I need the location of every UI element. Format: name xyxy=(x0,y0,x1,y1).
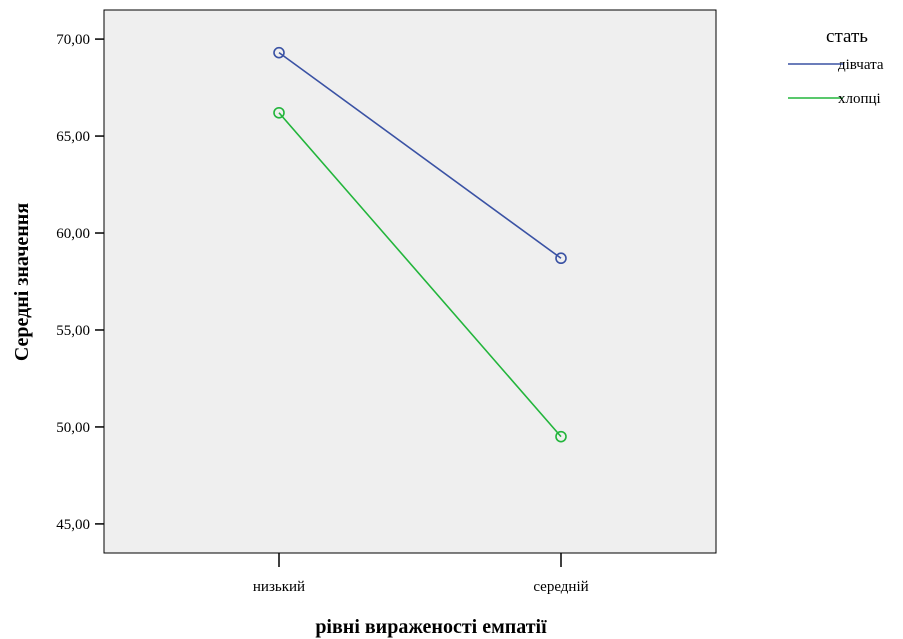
y-axis: 45,00 50,00 55,00 60,00 65,00 70,00 xyxy=(56,32,104,533)
y-tick-label: 55,00 xyxy=(56,323,90,339)
x-tick-label: середній xyxy=(533,579,588,595)
plot-area xyxy=(103,9,717,554)
y-tick-label: 50,00 xyxy=(56,420,90,436)
y-tick-label: 60,00 xyxy=(56,226,90,242)
series-line-0 xyxy=(278,52,562,259)
legend-label: дівчата xyxy=(838,57,884,73)
legend-label: хлопці xyxy=(838,91,881,107)
y-tick-label: 45,00 xyxy=(56,517,90,533)
legend: стать дівчата хлопці xyxy=(788,26,884,107)
data-point xyxy=(555,430,567,443)
data-point xyxy=(555,252,567,265)
legend-title: стать xyxy=(826,26,868,47)
data-point xyxy=(273,106,285,119)
y-tick-label: 70,00 xyxy=(56,32,90,48)
data-point xyxy=(273,46,285,59)
series-layer xyxy=(273,46,567,443)
x-axis: низький середній xyxy=(253,553,589,595)
series-line-1 xyxy=(278,112,562,438)
y-axis-title: Середні значення xyxy=(11,203,33,361)
x-axis-title: рівні вираженості емпатії xyxy=(315,616,547,638)
y-tick-label: 65,00 xyxy=(56,129,90,145)
x-tick-label: низький xyxy=(253,579,305,595)
